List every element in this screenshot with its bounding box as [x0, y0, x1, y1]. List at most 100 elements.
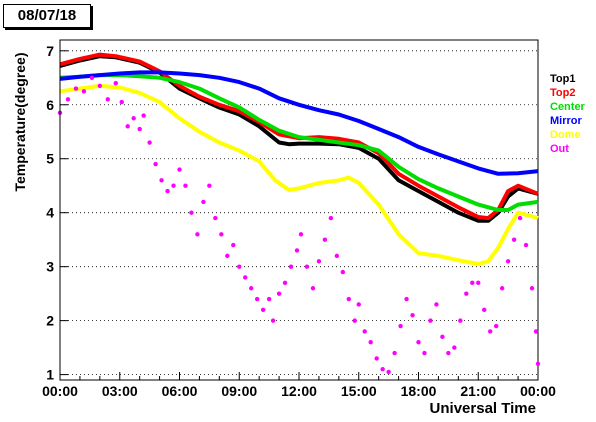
- data-point-out: [81, 89, 87, 94]
- data-point-out: [452, 345, 457, 350]
- data-point-out: [328, 215, 334, 221]
- data-point-out: [380, 367, 385, 372]
- legend-entry-out: Out: [550, 143, 569, 155]
- data-point-out: [201, 199, 206, 205]
- data-point-out: [237, 264, 242, 269]
- data-point-out: [356, 302, 361, 307]
- data-point-out: [488, 329, 493, 334]
- x-tick-label: 06:00: [162, 383, 198, 399]
- legend-entry-dome: Dome: [550, 129, 581, 141]
- data-point-out: [105, 97, 111, 102]
- data-point-out: [147, 140, 152, 145]
- data-point-out: [141, 113, 146, 118]
- data-point-out: [529, 286, 535, 291]
- plot-area: [59, 39, 539, 381]
- data-point-out: [131, 116, 136, 121]
- legend-entry-center: Center: [550, 101, 586, 113]
- y-axis-label: Temperature(degree): [12, 52, 28, 191]
- data-point-out: [113, 80, 118, 86]
- data-point-out: [458, 318, 463, 323]
- y-tick-label: 4: [46, 205, 54, 221]
- data-point-out: [298, 232, 304, 237]
- data-point-out: [171, 183, 176, 188]
- y-tick-label: 7: [46, 43, 54, 59]
- x-tick-label: 12:00: [281, 383, 317, 399]
- data-point-out: [249, 286, 254, 291]
- data-point-out: [195, 232, 200, 237]
- x-tick-label: 00:00: [520, 383, 556, 399]
- data-point-out: [243, 275, 248, 280]
- data-point-out: [137, 126, 142, 132]
- data-point-out: [511, 237, 517, 242]
- legend-entry-top2: Top2: [550, 87, 575, 99]
- data-point-out: [464, 291, 469, 296]
- data-point-out: [398, 323, 403, 329]
- data-point-out: [374, 356, 379, 361]
- y-tick-label: 6: [46, 97, 54, 113]
- x-tick-label: 18:00: [401, 383, 437, 399]
- data-point-out: [392, 350, 397, 356]
- y-tick-label: 5: [46, 151, 54, 167]
- data-point-out: [183, 183, 188, 188]
- data-point-out: [340, 269, 346, 275]
- data-point-out: [334, 253, 340, 259]
- data-point-out: [482, 307, 487, 313]
- data-point-out: [322, 237, 328, 242]
- data-point-out: [165, 188, 170, 194]
- data-point-out: [416, 340, 421, 345]
- data-point-out: [434, 302, 439, 307]
- data-point-out: [470, 280, 475, 286]
- legend: Top1 Top2 Center Mirror Dome Out: [550, 73, 586, 155]
- data-point-out: [310, 286, 316, 291]
- data-point-out: [207, 183, 212, 188]
- data-point-out: [535, 361, 541, 367]
- data-point-out: [404, 296, 409, 302]
- data-point-out: [352, 318, 357, 323]
- data-point-out: [346, 296, 351, 302]
- legend-entry-mirror: Mirror: [550, 115, 583, 127]
- data-point-out: [73, 86, 79, 91]
- data-point-out: [499, 286, 505, 291]
- series-line-dome: [59, 83, 539, 266]
- data-point-out: [517, 215, 523, 221]
- data-point-out: [213, 215, 218, 221]
- data-point-out: [254, 296, 260, 302]
- data-point-out: [153, 161, 158, 167]
- data-point-out: [368, 340, 373, 345]
- x-tick-label: 03:00: [102, 383, 138, 399]
- data-point-out: [189, 210, 194, 215]
- data-point-out: [362, 329, 367, 334]
- data-point-out: [119, 99, 124, 105]
- data-point-out: [523, 242, 529, 248]
- data-point-out: [219, 232, 224, 237]
- data-point-out: [440, 334, 445, 340]
- data-point-out: [97, 83, 103, 89]
- data-point-out: [422, 350, 427, 356]
- data-point-out: [304, 264, 310, 269]
- data-point-out: [386, 369, 391, 375]
- data-point-out: [276, 291, 282, 296]
- data-point-out: [125, 124, 130, 129]
- data-point-out: [476, 280, 481, 286]
- data-point-out: [410, 313, 415, 318]
- data-point-out: [65, 97, 71, 102]
- series-line-mirror: [59, 70, 539, 176]
- series-line-center: [59, 73, 539, 212]
- data-point-out: [266, 296, 272, 302]
- data-point-out: [288, 264, 294, 269]
- data-point-out: [260, 307, 266, 313]
- data-point-out: [159, 178, 164, 183]
- data-point-out: [89, 75, 95, 80]
- data-point-out: [316, 259, 322, 264]
- x-tick-label: 21:00: [460, 383, 496, 399]
- data-point-out: [270, 318, 276, 323]
- x-axis-label: Universal Time: [430, 400, 536, 417]
- data-point-out: [282, 280, 288, 286]
- data-point-out: [505, 259, 511, 264]
- y-tick-label: 1: [46, 367, 54, 383]
- data-point-out: [533, 329, 539, 334]
- y-tick-label: 2: [46, 313, 54, 329]
- data-point-out: [428, 318, 433, 323]
- data-point-out: [231, 242, 236, 248]
